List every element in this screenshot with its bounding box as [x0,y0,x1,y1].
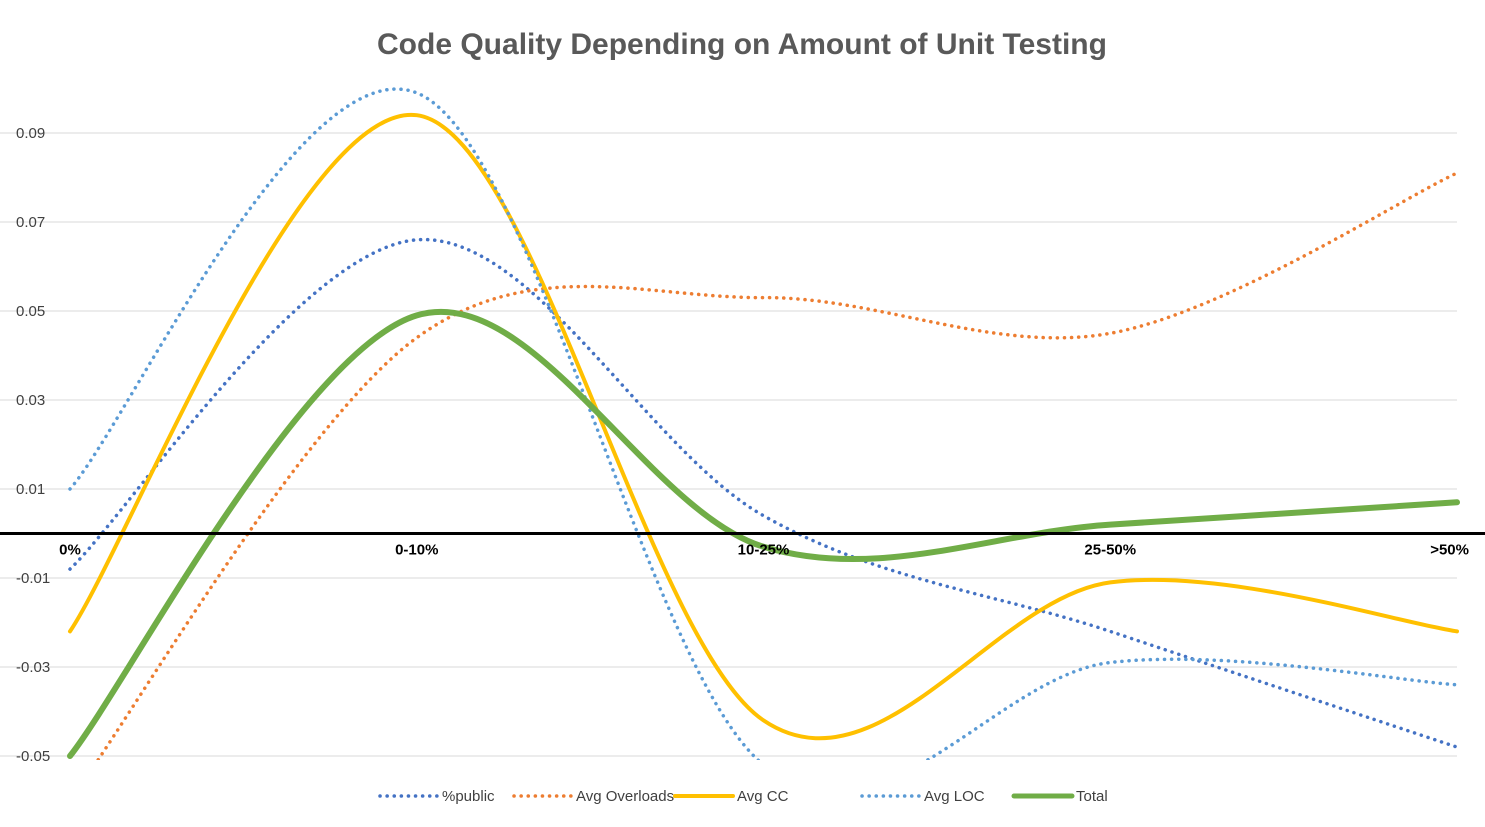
legend-label: %public [442,788,495,805]
legend-item-avg-overloads: Avg Overloads [512,788,674,805]
x-tick-label: 25-50% [1084,542,1136,559]
y-tick-label: -0.03 [16,659,50,676]
y-tick-label: 0.03 [16,392,45,409]
y-tick-label: 0.05 [16,303,45,320]
series-line-avg-overloads [95,171,1459,760]
x-tick-label: >50% [1430,542,1469,559]
chart-title: Code Quality Depending on Amount of Unit… [377,28,1107,61]
legend: %public Avg Overloads Avg CC Avg LOC Total [378,788,1108,805]
legend-label: Avg Overloads [576,788,674,805]
y-axis-tick-labels: 0.09 0.07 0.05 0.03 0.01 -0.01 -0.03 -0.05 [16,125,50,765]
legend-label: Avg LOC [924,788,985,805]
legend-label: Avg CC [737,788,789,805]
gridlines [0,132,1457,757]
x-tick-label: 0-10% [395,542,438,559]
y-tick-label: 0.01 [16,481,45,498]
y-tick-label: -0.01 [16,570,50,587]
legend-label: Total [1076,788,1108,805]
x-axis-tick-labels: 0% 0-10% 10-25% 25-50% >50% [59,542,1469,559]
series-line-avg-cc [68,113,1459,741]
series-lines [67,87,1460,760]
series-line-total [67,309,1460,759]
y-tick-label: 0.07 [16,214,45,231]
x-tick-label: 0% [59,542,81,559]
legend-item-avg-cc: Avg CC [673,788,789,805]
x-tick-label: 10-25% [738,542,790,559]
y-tick-label: -0.05 [16,748,50,765]
y-tick-label: 0.09 [16,125,45,142]
legend-item-public: %public [378,788,495,805]
series-line-public [68,238,1459,749]
legend-item-total: Total [1011,788,1108,805]
series-line-avg-loc [68,87,1459,760]
legend-item-avg-loc: Avg LOC [860,788,985,805]
